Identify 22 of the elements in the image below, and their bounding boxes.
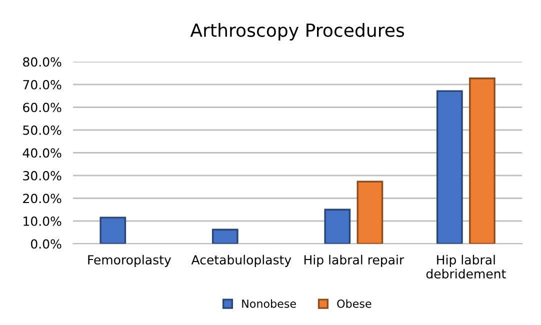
y-tick-label: 80.0% xyxy=(23,57,62,67)
x-tick-label: Acetabuloplasty xyxy=(191,254,292,267)
bar xyxy=(356,180,384,244)
chart-title: Arthroscopy Procedures xyxy=(190,23,404,41)
x-tick-label: Hip labral repair xyxy=(304,254,404,267)
y-tick-label: 40.0% xyxy=(22,148,62,158)
bar xyxy=(436,90,463,244)
bar xyxy=(100,216,126,244)
bar xyxy=(469,78,496,244)
y-tick-label: 30.0% xyxy=(23,170,62,180)
y-tick-label: 70.0% xyxy=(23,80,62,90)
x-tick-label: Femoroplasty xyxy=(88,254,171,267)
y-tick-label: 60.0% xyxy=(23,102,62,112)
x-tick-label: Hip labral debridement xyxy=(426,254,506,279)
legend-label: Nonobese xyxy=(242,299,296,308)
y-tick-label: 50.0% xyxy=(23,125,62,135)
y-tick-label: 10.0% xyxy=(24,216,62,226)
y-tick-label: 20.0% xyxy=(23,194,62,204)
bar xyxy=(212,228,238,244)
legend-label: Obese xyxy=(337,299,372,308)
bar xyxy=(324,208,351,244)
y-tick-label: 0.0% xyxy=(30,239,62,249)
